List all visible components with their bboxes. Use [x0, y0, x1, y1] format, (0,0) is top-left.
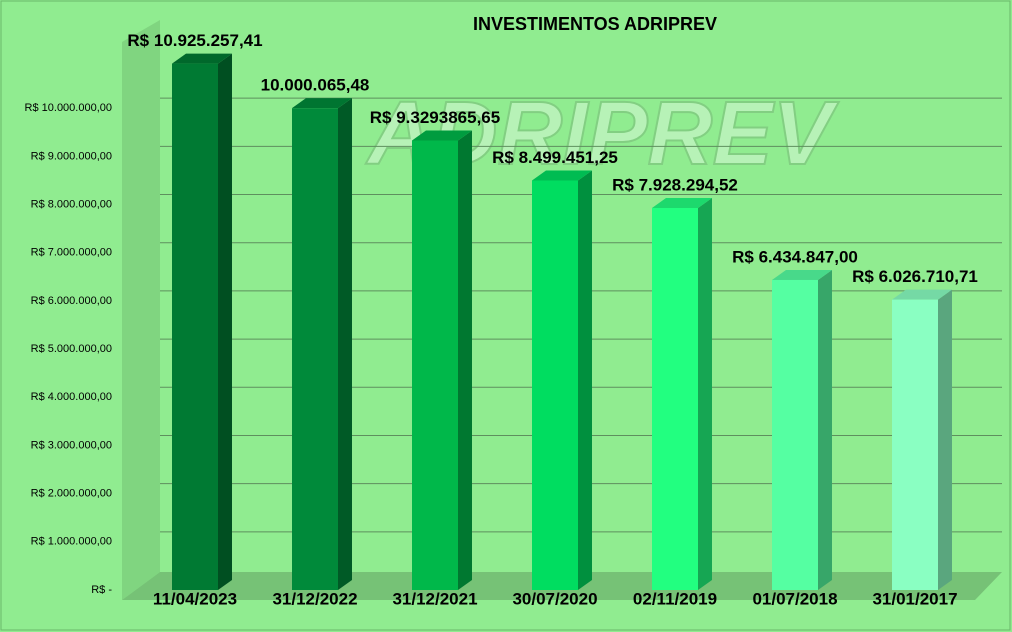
y-tick-label: R$ 4.000.000,00: [31, 391, 112, 403]
data-label: R$ 9.3293865,65: [370, 108, 500, 127]
bar-side: [218, 53, 232, 590]
bar-top: [292, 98, 352, 109]
x-tick-label: 31/01/2017: [872, 589, 957, 608]
x-tick-label: 31/12/2021: [392, 589, 477, 608]
bar-side: [458, 130, 472, 590]
bar-top: [652, 198, 712, 209]
data-label: R$ 6.434.847,00: [732, 247, 858, 266]
y-tick-label: R$ 1.000.000,00: [31, 536, 112, 548]
bar-side: [818, 269, 832, 590]
y-tick-label: R$ -: [91, 584, 112, 596]
data-label: R$ 10.925.257,41: [127, 31, 262, 50]
x-tick-label: 02/11/2019: [633, 589, 717, 608]
y-tick-label: R$ 2.000.000,00: [31, 488, 112, 500]
y-tick-label: R$ 8.000.000,00: [31, 198, 112, 210]
bar: [892, 299, 938, 590]
bar-top: [412, 130, 472, 141]
bar-top: [772, 269, 832, 280]
bar: [532, 180, 578, 590]
bar-side: [938, 289, 952, 590]
y-tick-label: R$ 6.000.000,00: [31, 295, 112, 307]
x-tick-label: 01/07/2018: [752, 589, 837, 608]
data-label: R$ 8.499.451,25: [492, 148, 618, 167]
bar-side: [698, 198, 712, 590]
y-tick-label: R$ 10.000.000,00: [25, 102, 112, 114]
bar-side: [578, 170, 592, 590]
y-tick-label: R$ 3.000.000,00: [31, 439, 112, 451]
side-wall: [122, 20, 160, 600]
bar: [772, 279, 818, 590]
x-tick-label: 11/04/2023: [153, 589, 237, 608]
bar-side: [338, 98, 352, 591]
data-label: R$ 7.928.294,52: [612, 175, 738, 194]
data-label: 10.000.065,48: [261, 76, 370, 95]
bar-top: [172, 53, 232, 64]
x-tick-label: 31/12/2022: [272, 589, 357, 608]
bar: [172, 63, 218, 590]
x-tick-label: 30/07/2020: [512, 589, 597, 608]
y-tick-label: R$ 5.000.000,00: [31, 343, 112, 355]
y-tick-label: R$ 7.000.000,00: [31, 247, 112, 259]
data-label: R$ 6.026.710,71: [852, 267, 978, 286]
bar: [652, 208, 698, 590]
bar: [292, 108, 338, 591]
chart-title: INVESTIMENTOS ADRIPREV: [473, 14, 717, 34]
bar-top: [532, 170, 592, 181]
bar: [412, 140, 458, 590]
bar-top: [892, 289, 952, 300]
y-tick-label: R$ 9.000.000,00: [31, 150, 112, 162]
